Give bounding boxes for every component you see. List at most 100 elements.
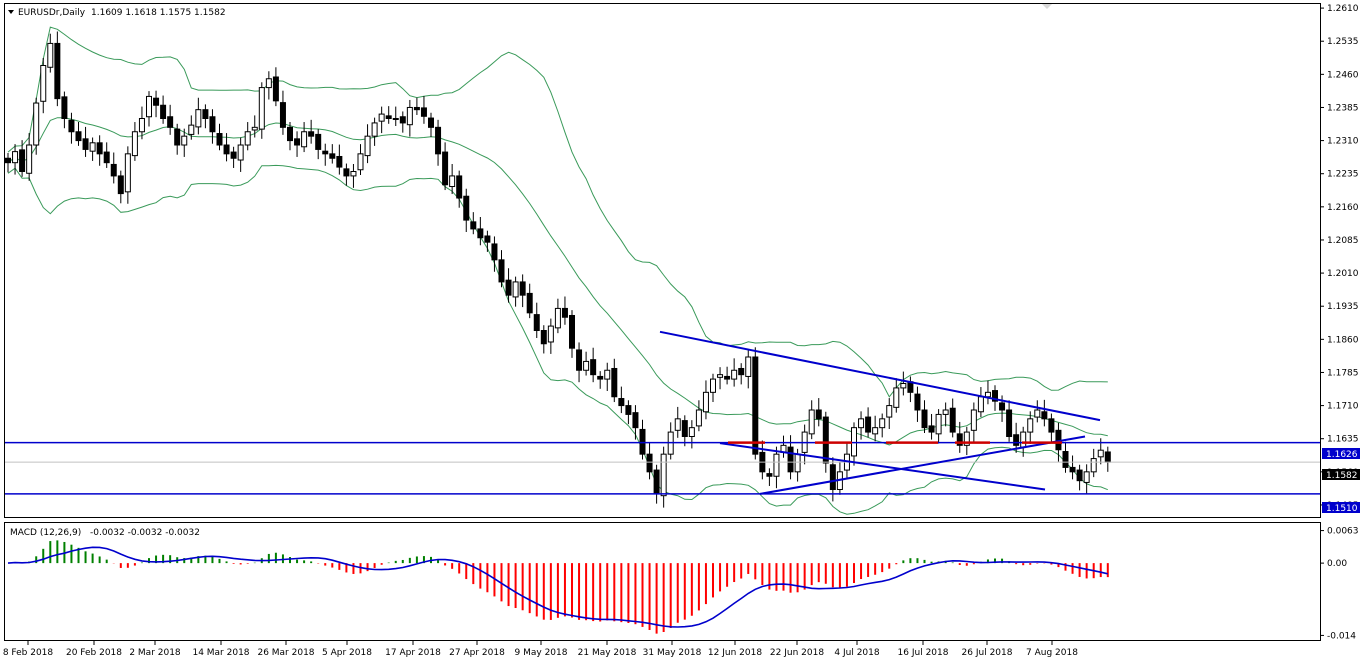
time-tick-label: 12 Jun 2018	[708, 648, 762, 658]
candle	[752, 347, 759, 460]
candle	[576, 342, 583, 383]
candle	[343, 163, 350, 186]
price-tick-label: 1.2085	[1327, 236, 1359, 246]
candle	[336, 144, 343, 175]
candle	[625, 400, 632, 425]
candle	[710, 373, 716, 403]
candle	[674, 406, 681, 438]
price-tick-label: 1.2610	[1327, 4, 1359, 14]
candle-body	[463, 195, 470, 221]
candle	[315, 129, 322, 160]
candle	[561, 296, 568, 325]
time-tick-label: 20 Feb 2018	[66, 648, 122, 658]
macd-histogram	[7, 540, 1109, 634]
current-price-tag	[1322, 469, 1360, 480]
candle	[1027, 411, 1034, 445]
macd-label: MACD (12,26,9)	[10, 528, 81, 538]
analysis-lines[interactable]	[5, 330, 1320, 495]
candle	[872, 415, 879, 442]
candle-body	[392, 118, 399, 121]
candle	[886, 398, 893, 429]
candle-body	[928, 425, 935, 433]
candle-body	[138, 118, 145, 133]
candle-body	[195, 109, 202, 128]
candle-body	[1083, 471, 1090, 483]
candle	[921, 400, 928, 433]
candle	[1006, 400, 1013, 442]
dropdown-triangle-icon[interactable]	[8, 10, 14, 14]
candle-body	[428, 117, 434, 128]
candle	[583, 351, 590, 376]
candle	[519, 274, 526, 308]
candle-body	[174, 128, 181, 146]
candle-body	[19, 149, 26, 173]
candle	[949, 398, 956, 438]
time-tick-label: 21 May 2018	[578, 648, 637, 658]
candle	[117, 170, 124, 204]
time-tick-label: 22 Jun 2018	[770, 648, 824, 658]
candle-body	[153, 97, 160, 106]
candle-body	[1062, 451, 1069, 468]
candle-body	[33, 102, 40, 146]
candle-body	[752, 356, 759, 455]
scroll-indicator-icon[interactable]	[1042, 4, 1052, 9]
candle	[815, 398, 822, 427]
candle	[660, 446, 667, 508]
candle-body	[970, 409, 977, 431]
candle-body	[498, 259, 505, 283]
candle	[498, 250, 505, 288]
candle	[442, 142, 449, 191]
candle	[223, 133, 230, 162]
candle	[5, 152, 11, 173]
candlestick-series	[5, 31, 1111, 508]
candle	[75, 122, 82, 146]
candle-body	[977, 396, 984, 413]
candle-body	[872, 427, 879, 435]
candle-body	[949, 407, 956, 433]
candle-body	[688, 427, 695, 438]
candle	[533, 302, 540, 339]
candle	[428, 112, 434, 138]
time-tick-label: 26 Jul 2018	[962, 648, 1013, 658]
candle-body	[815, 409, 822, 420]
candle	[399, 111, 406, 133]
candle	[702, 380, 709, 420]
candle-body	[96, 142, 103, 155]
candle-body	[378, 113, 385, 122]
candle	[209, 109, 216, 144]
candle-body	[597, 375, 604, 380]
candle	[181, 128, 188, 157]
candle	[858, 411, 865, 440]
candle-body	[569, 314, 575, 349]
candle	[745, 349, 752, 389]
time-tick-label: 17 Apr 2018	[385, 648, 441, 658]
candle	[569, 310, 575, 358]
candle-body	[583, 360, 590, 371]
candle	[322, 143, 329, 166]
candle	[40, 57, 47, 114]
support-price-tag	[1322, 502, 1360, 513]
candle-body	[695, 409, 702, 427]
candle-body	[413, 106, 420, 111]
candle-body	[611, 367, 618, 398]
resistance-price-tag	[1322, 448, 1360, 459]
candle	[47, 33, 54, 73]
candle	[970, 402, 977, 443]
candle-body	[639, 428, 646, 455]
candle-body	[230, 151, 237, 159]
time-tick-label: 5 Apr 2018	[322, 648, 372, 658]
price-panel-frame	[4, 3, 1321, 518]
candle	[766, 468, 773, 486]
candle	[350, 163, 357, 188]
candle	[26, 133, 33, 181]
candle-body	[681, 420, 688, 438]
candle	[82, 126, 89, 157]
candle-body	[745, 356, 752, 377]
candle-body	[449, 175, 456, 188]
candle	[484, 230, 491, 252]
candle	[738, 363, 745, 385]
candle	[103, 142, 110, 168]
candle	[153, 90, 160, 118]
